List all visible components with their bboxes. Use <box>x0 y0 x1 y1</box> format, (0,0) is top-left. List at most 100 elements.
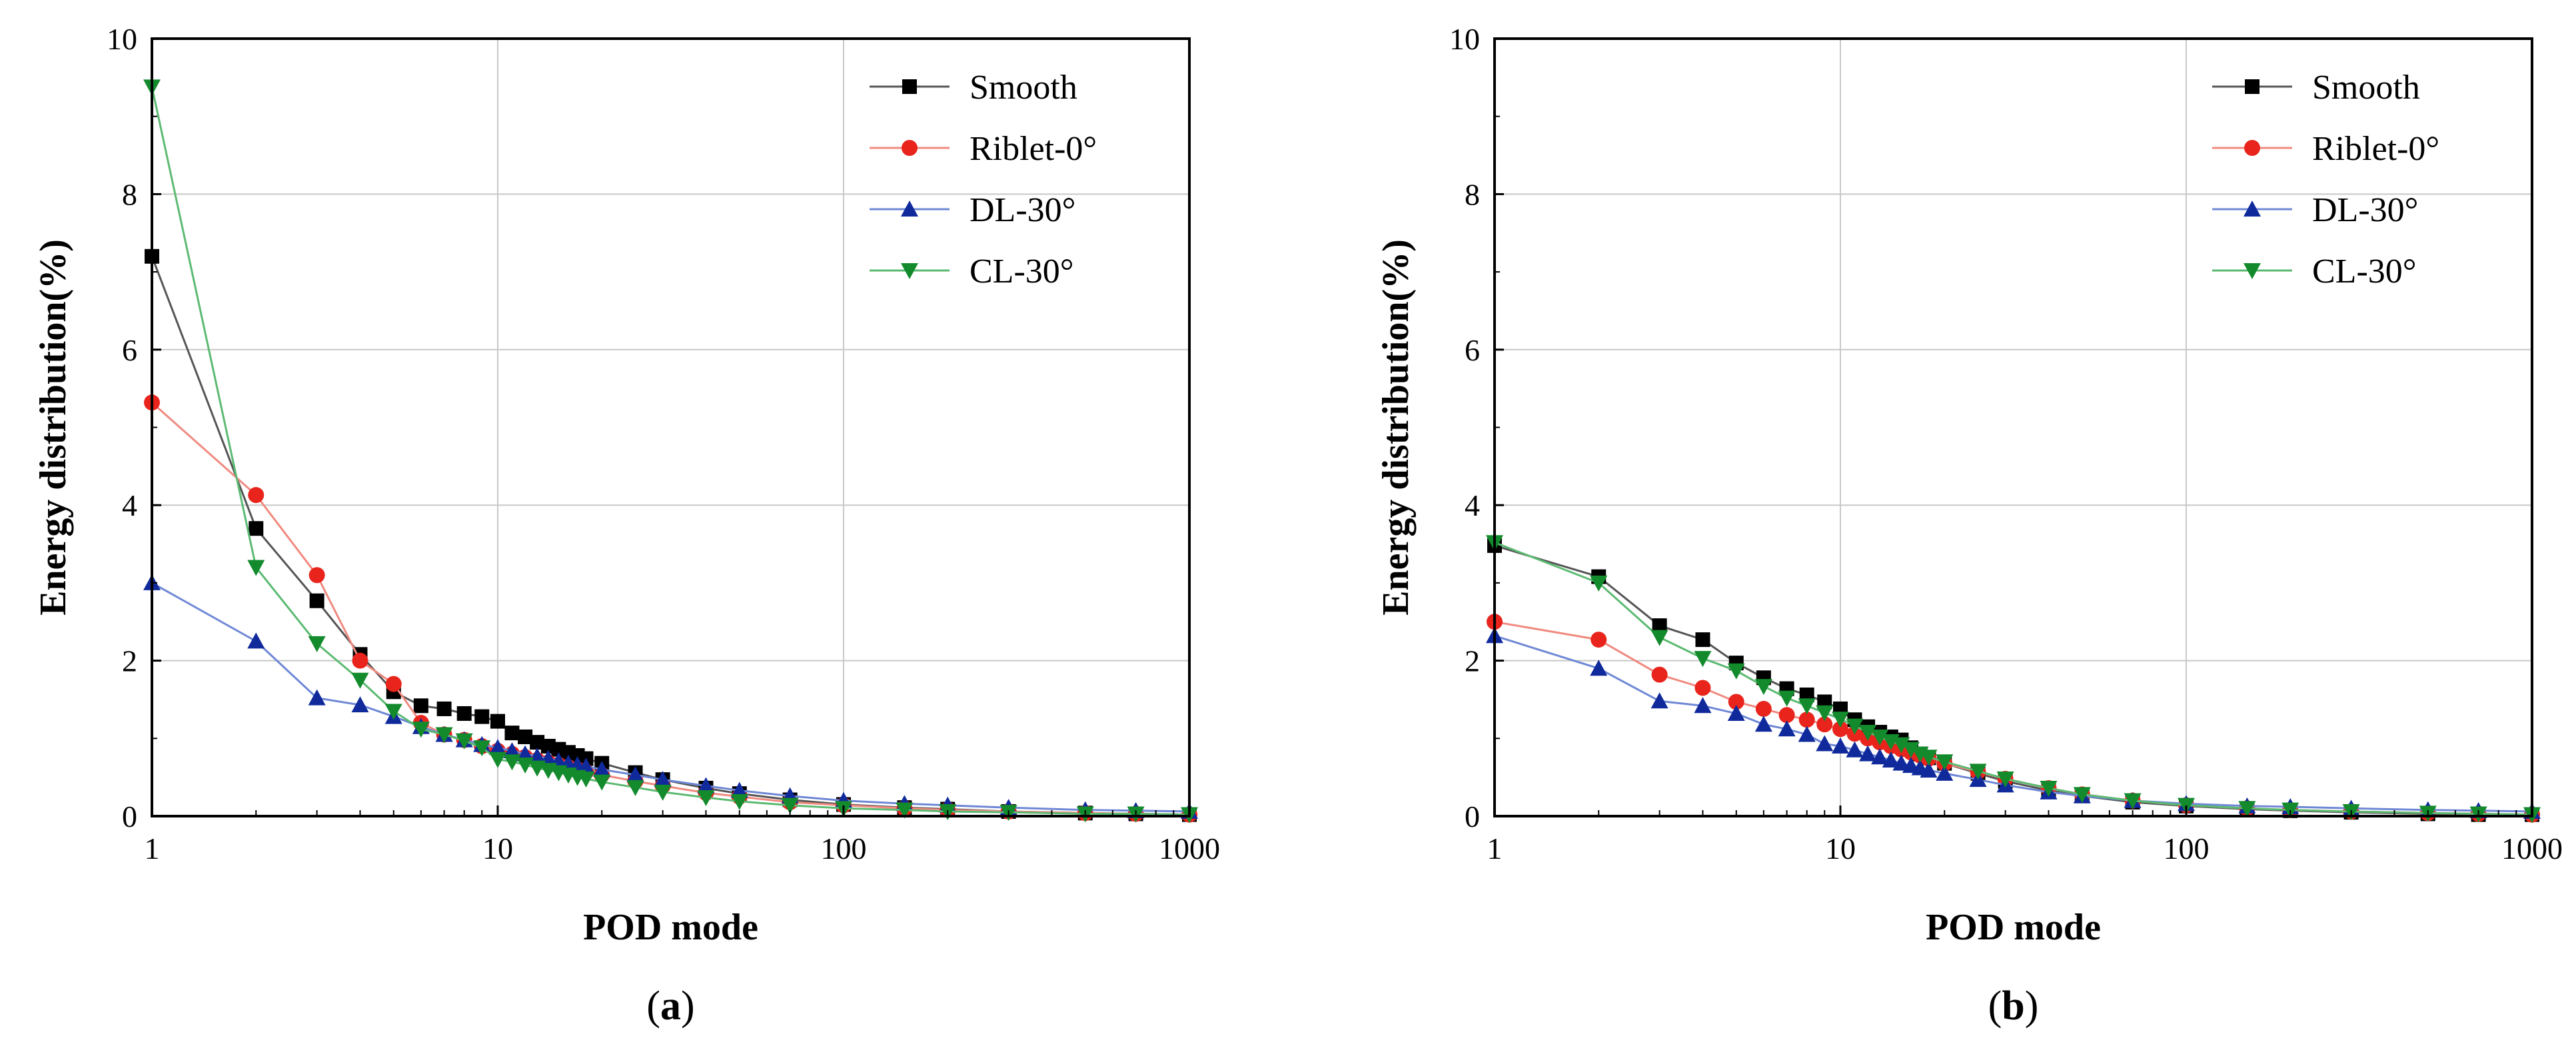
legend-item: Smooth <box>2212 69 2420 107</box>
data-point <box>781 797 799 814</box>
data-point <box>413 698 428 714</box>
y-tick-label: 6 <box>122 333 137 367</box>
data-point <box>248 487 265 504</box>
data-point <box>2073 787 2091 803</box>
legend-label: Riblet-0° <box>969 130 1097 168</box>
legend-item: DL-30° <box>870 191 1075 229</box>
data-point <box>455 733 473 750</box>
series-line <box>151 256 1190 816</box>
data-point <box>2238 801 2256 817</box>
x-axis-title: POD mode <box>583 907 758 948</box>
data-point <box>247 560 265 576</box>
data-point <box>730 793 748 810</box>
data-point <box>1816 705 1834 722</box>
data-point <box>489 739 506 756</box>
series-CL-30° <box>1486 535 2541 823</box>
x-tick-label: 10 <box>1825 831 1856 865</box>
data-point <box>577 758 595 774</box>
data-point <box>626 766 644 783</box>
legend-label: CL-30° <box>969 253 1074 290</box>
data-point <box>1846 718 1864 735</box>
data-point <box>412 722 430 738</box>
data-point <box>1892 737 1910 754</box>
caption-close: ) <box>681 983 695 1029</box>
data-point <box>1859 745 1877 762</box>
data-point <box>1778 690 1796 707</box>
y-tick-label: 6 <box>1465 333 1480 367</box>
data-point <box>1755 700 1772 717</box>
data-point <box>1590 660 1608 676</box>
data-point <box>1650 630 1668 646</box>
legend-marker <box>2244 263 2261 279</box>
data-point <box>308 689 326 706</box>
data-point <box>626 780 644 796</box>
data-point <box>1798 726 1816 742</box>
data-point <box>1694 651 1712 668</box>
data-point <box>247 632 265 649</box>
y-tick-label: 10 <box>107 22 137 56</box>
caption-open: ( <box>646 983 660 1029</box>
data-point <box>1871 748 1889 765</box>
y-tick-label: 2 <box>122 644 137 678</box>
y-tick-label: 0 <box>122 799 137 833</box>
data-point <box>654 771 672 787</box>
legend-marker <box>902 140 918 156</box>
y-tick-label: 8 <box>1465 177 1480 211</box>
data-point <box>385 676 402 692</box>
x-tick-label: 1000 <box>1159 831 1220 865</box>
data-point <box>1859 724 1877 741</box>
data-point <box>309 567 325 584</box>
data-point <box>1798 698 1816 715</box>
data-point <box>593 760 611 777</box>
x-axis-title: POD mode <box>1926 907 2101 948</box>
data-point <box>730 782 748 798</box>
data-point <box>436 701 452 716</box>
data-point <box>1871 729 1889 746</box>
data-point <box>489 752 506 768</box>
data-point <box>1694 697 1712 714</box>
data-point <box>473 740 491 757</box>
data-point <box>503 742 521 758</box>
data-point <box>697 777 715 793</box>
data-point <box>530 735 545 750</box>
series-line <box>151 582 1190 813</box>
data-point <box>351 672 369 689</box>
data-point <box>1727 704 1745 721</box>
data-point <box>490 714 505 729</box>
legend-marker <box>2245 79 2259 94</box>
series-Smooth <box>145 249 1197 822</box>
data-point <box>1969 764 1987 780</box>
data-point <box>697 789 715 806</box>
legend-label: Smooth <box>969 69 1077 107</box>
data-point <box>1778 720 1796 737</box>
data-point <box>593 774 611 791</box>
legend-label: DL-30° <box>2312 191 2418 229</box>
legend-label: DL-30° <box>969 191 1075 229</box>
data-point <box>2124 793 2142 809</box>
data-point <box>1591 632 1607 648</box>
x-tick-label: 10 <box>482 831 513 865</box>
data-point <box>352 652 368 669</box>
legend-marker <box>902 79 917 94</box>
legend-item: CL-30° <box>2212 253 2417 290</box>
legend-marker <box>901 263 918 279</box>
data-point <box>1695 632 1710 648</box>
y-tick-label: 8 <box>122 177 137 211</box>
data-point <box>1590 575 1608 592</box>
y-tick-label: 4 <box>122 488 137 522</box>
data-point <box>528 748 546 764</box>
data-point <box>896 802 914 819</box>
data-point <box>1798 712 1815 728</box>
legend-label: Smooth <box>2312 69 2420 107</box>
data-point <box>1832 737 1849 754</box>
legend-marker <box>2244 140 2260 156</box>
caption-close: ) <box>2025 983 2039 1029</box>
caption-letter: a <box>660 983 681 1029</box>
data-point <box>249 521 264 536</box>
data-point <box>1727 663 1745 680</box>
data-point <box>1936 754 1954 771</box>
data-point <box>1694 680 1711 696</box>
caption-letter: b <box>2002 983 2024 1029</box>
x-tick-label: 1 <box>1487 831 1503 865</box>
y-tick-label: 10 <box>1449 22 1480 56</box>
